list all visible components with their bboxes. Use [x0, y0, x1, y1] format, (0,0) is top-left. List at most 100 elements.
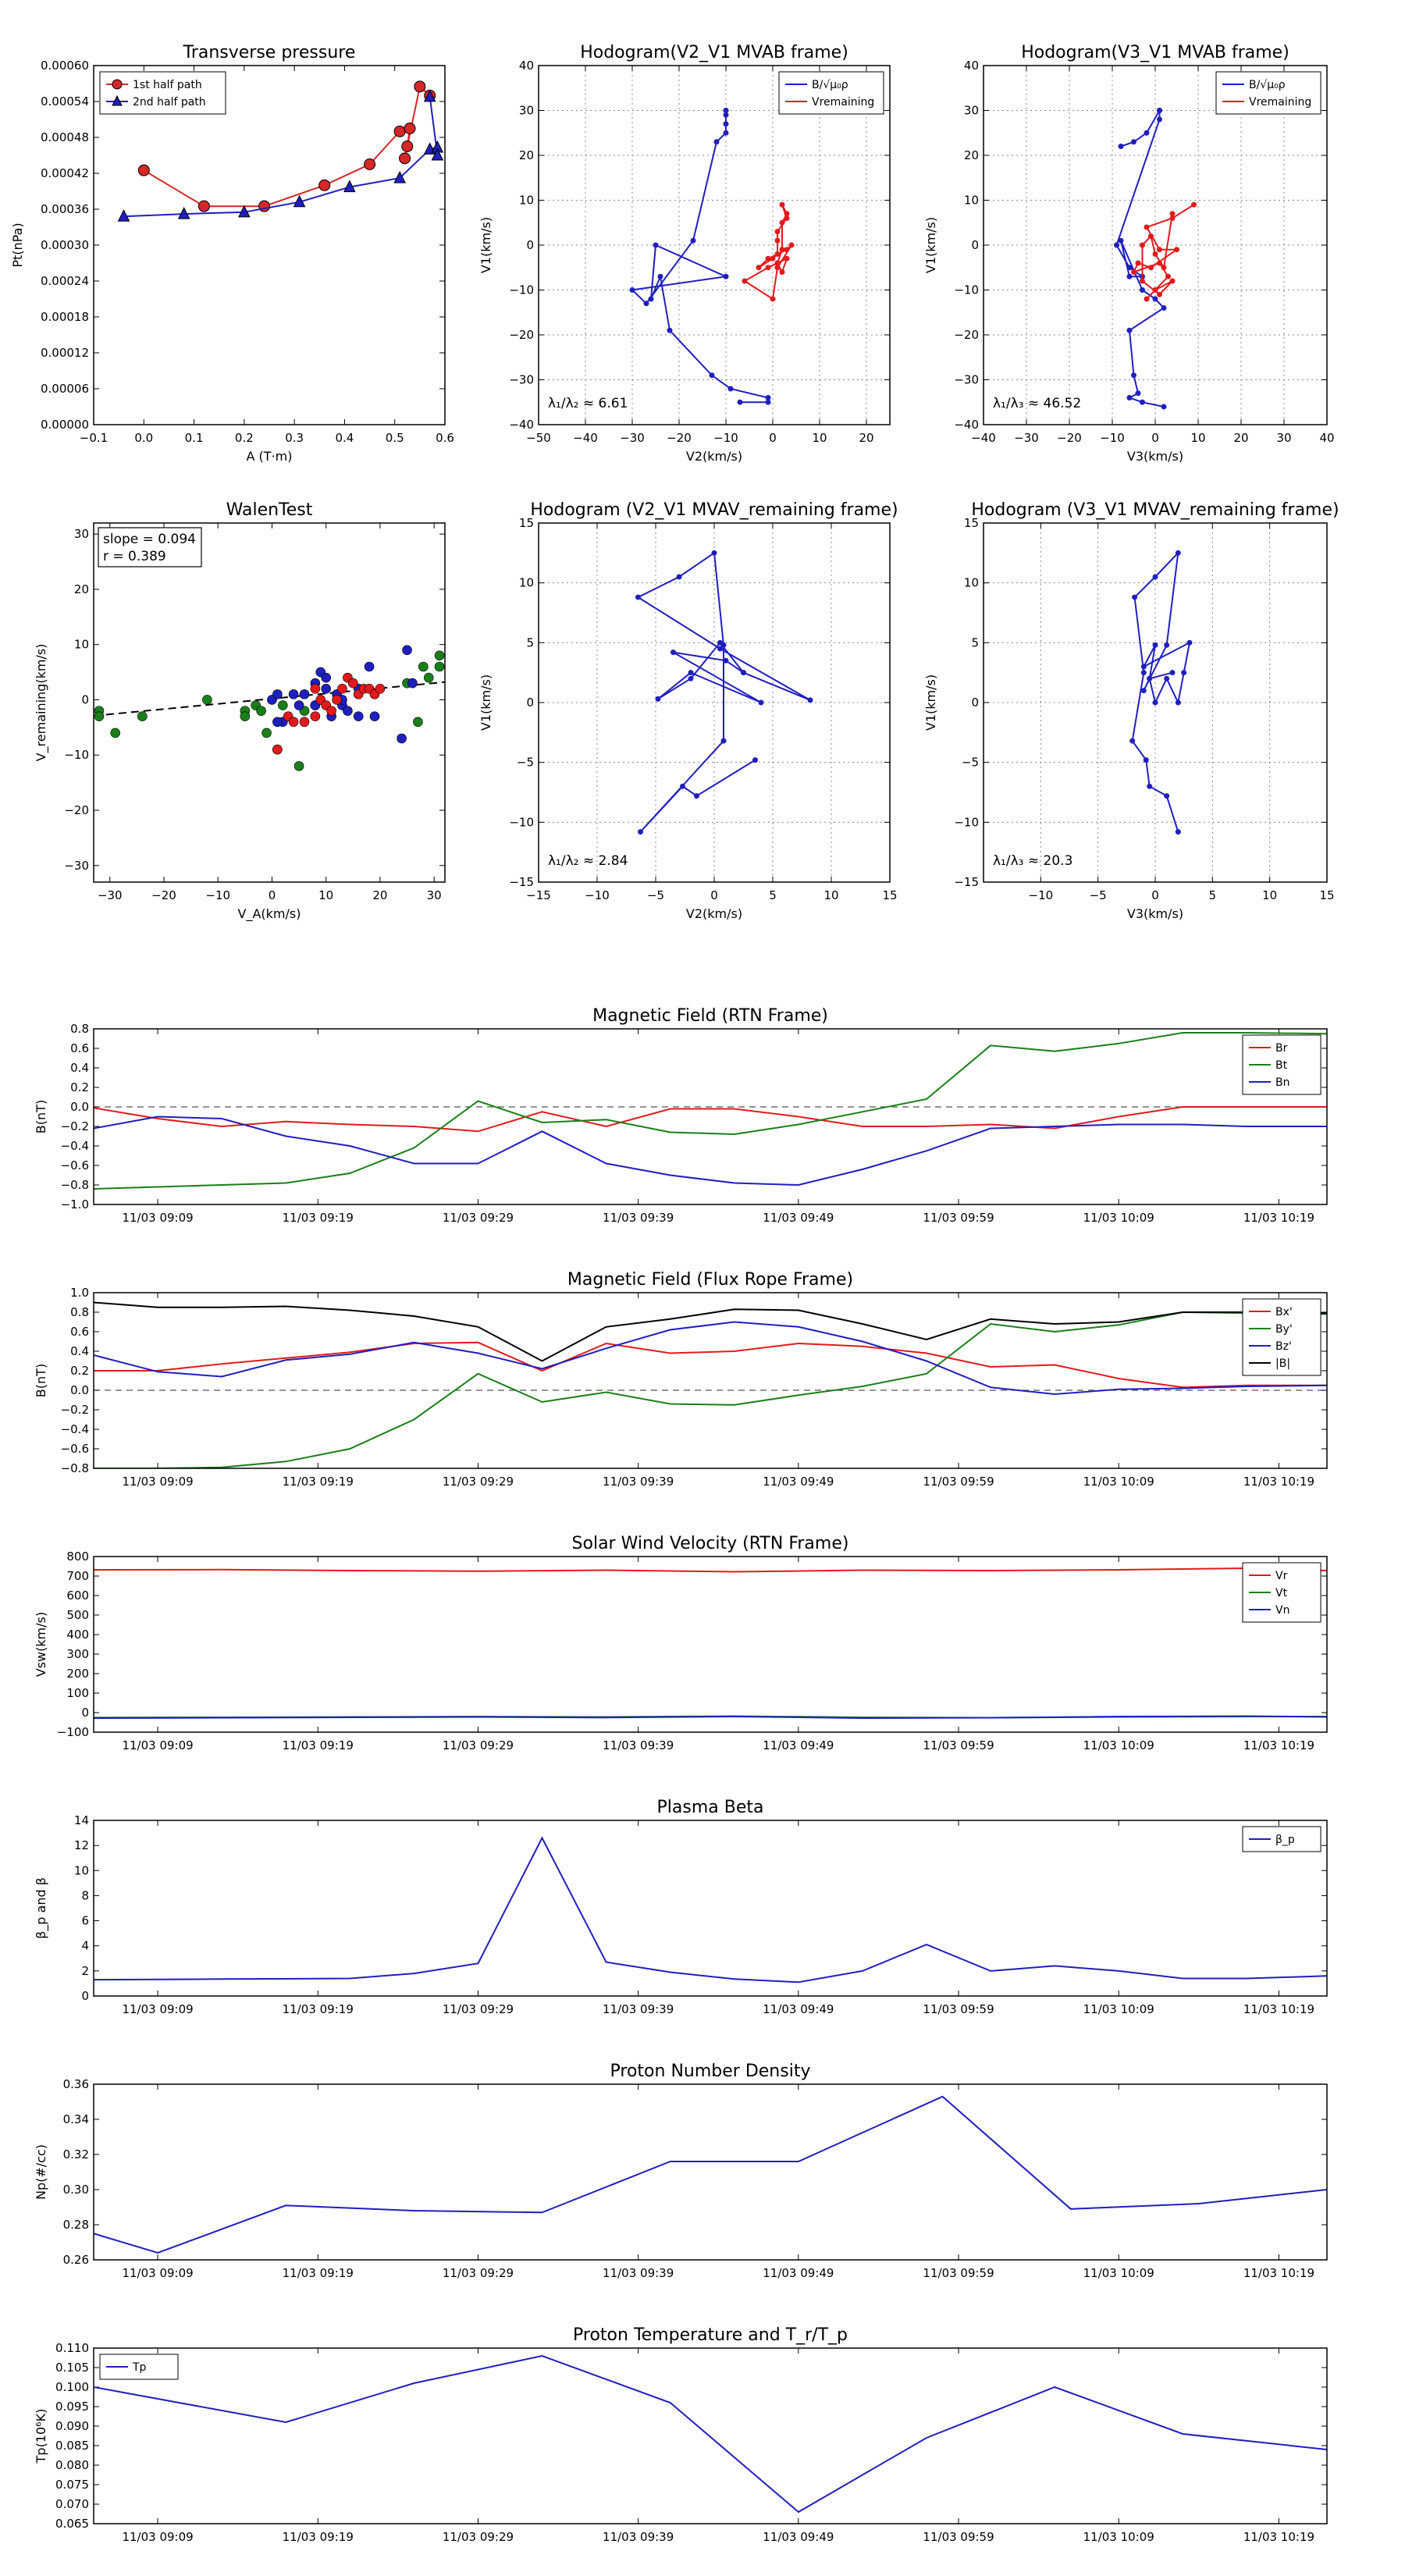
y-tick-label: 0.095 — [55, 2400, 89, 2414]
y-axis-label: Tp(10⁶K) — [34, 2409, 48, 2464]
data-point — [648, 296, 654, 302]
x-axis-label: V2(km/s) — [686, 906, 742, 921]
series-line-0 — [636, 551, 811, 833]
x-tick-label: 0.6 — [436, 431, 454, 445]
data-point — [1131, 269, 1136, 275]
y-tick-label: 0.8 — [70, 1305, 89, 1319]
y-tick-label: 10 — [519, 576, 534, 590]
y-axis-label: V1(km/s) — [478, 674, 493, 731]
data-point — [1126, 265, 1133, 271]
scatter-point — [288, 717, 299, 728]
data-point — [690, 237, 696, 244]
x-tick-label: −10 — [585, 888, 610, 902]
data-point — [694, 793, 699, 799]
chart-beta: 11/03 09:09 11/03 09:19 11/03 09:29 11/03 0… — [34, 1798, 1328, 2016]
chart-title: Hodogram (V3_V1 MVAV_remaining frame) — [971, 500, 1339, 520]
y-axis-label: β_p and β — [34, 1877, 49, 1939]
data-point — [1135, 390, 1141, 397]
data-point-circle — [318, 179, 331, 191]
scatter-point — [278, 700, 288, 710]
x-tick-label: 11/03 09:09 — [122, 2530, 193, 2544]
data-point — [643, 301, 649, 307]
data-point — [1152, 251, 1158, 257]
data-point — [1148, 265, 1154, 271]
data-point — [1157, 260, 1162, 266]
y-tick-label: 1.0 — [70, 1286, 89, 1300]
y-axis-label: V1(km/s) — [478, 217, 493, 273]
series-line-2 — [94, 1715, 1327, 1720]
y-tick-label: 0.4 — [70, 1344, 89, 1358]
axes-frame — [93, 1028, 1328, 1205]
chart-np: 11/03 09:09 11/03 09:19 11/03 09:29 11/03 0… — [34, 2062, 1328, 2280]
x-tick-label: 10 — [1262, 888, 1277, 902]
x-tick-label: 20 — [859, 431, 873, 445]
data-point — [638, 829, 643, 835]
y-axis-label: B(nT) — [34, 1100, 48, 1133]
data-point — [629, 287, 635, 293]
data-point — [717, 639, 723, 646]
data-point — [1164, 642, 1170, 648]
y-tick-label: 500 — [66, 1608, 89, 1622]
chart-bfield: 11/03 09:09 11/03 09:19 11/03 09:29 11/03 0… — [34, 1006, 1328, 1225]
y-tick-label: −5 — [517, 756, 534, 770]
y-tick-label: 0.090 — [55, 2419, 89, 2433]
scatter-point — [369, 711, 380, 721]
x-tick-label: −20 — [667, 431, 692, 445]
y-tick-label: 0 — [971, 238, 979, 252]
data-point — [1165, 273, 1171, 279]
axes-frame — [93, 2347, 1328, 2524]
y-tick-label: 30 — [74, 527, 89, 541]
scatter-point — [332, 695, 342, 705]
data-point — [1157, 247, 1162, 253]
legend-label: B/√μ₀ρ — [1249, 79, 1286, 91]
y-tick-label: 0.00048 — [41, 130, 89, 144]
scatter-point — [110, 728, 120, 738]
y-tick-label: −15 — [509, 875, 534, 889]
plot-area — [94, 2095, 1327, 2254]
data-point — [727, 386, 734, 392]
data-point — [1118, 237, 1124, 244]
legend-label: 2nd half path — [133, 96, 206, 109]
data-point — [784, 247, 790, 253]
y-tick-label: −10 — [954, 815, 979, 829]
scatter-point — [375, 684, 386, 694]
x-tick-label: −0.1 — [80, 431, 108, 445]
y-tick-label: 10 — [74, 638, 89, 652]
x-tick-label: 0.1 — [185, 431, 204, 445]
data-point — [758, 699, 764, 706]
data-point — [723, 121, 729, 127]
y-tick-label: 0.00018 — [41, 310, 89, 324]
data-point — [670, 649, 676, 656]
data-point — [1126, 273, 1133, 279]
y-tick-label: 0.0 — [70, 1383, 89, 1397]
scatter-point — [457, 662, 466, 671]
series-line-1 — [1132, 204, 1195, 300]
chart-walen: −30 −20 −10 0 10 20 30 −30 −20 −10 0 10 20 30 WalenTes… — [34, 500, 466, 922]
y-tick-label: 0.100 — [55, 2380, 89, 2394]
x-tick-label: −20 — [151, 888, 176, 902]
x-tick-label: 11/03 10:19 — [1243, 2530, 1314, 2544]
data-point — [779, 201, 785, 208]
scatter-point — [434, 650, 445, 661]
data-point — [709, 372, 715, 379]
x-tick-label: 11/03 09:49 — [763, 1475, 834, 1489]
x-tick-label: 11/03 10:19 — [1243, 1211, 1314, 1225]
x-tick-label: 0.5 — [386, 431, 404, 445]
data-point — [680, 783, 685, 789]
chart-title: Hodogram(V2_V1 MVAB frame) — [580, 43, 848, 62]
x-tick-label: 11/03 10:09 — [1083, 2002, 1154, 2016]
y-tick-label: 0.080 — [55, 2458, 89, 2472]
y-tick-label: 0 — [526, 238, 534, 252]
chart-title: WalenTest — [226, 500, 313, 520]
y-tick-label: 0.00000 — [41, 418, 89, 432]
x-tick-label: 11/03 09:39 — [603, 1738, 674, 1752]
chart-vsw: 11/03 09:09 11/03 09:19 11/03 09:29 11/03 0… — [34, 1534, 1328, 1752]
y-tick-label: 800 — [66, 1550, 89, 1564]
x-tick-label: 11/03 09:19 — [283, 2530, 354, 2544]
x-tick-label: 40 — [1319, 431, 1334, 445]
data-point — [1169, 670, 1176, 676]
data-point — [756, 265, 762, 271]
scatter-point — [272, 744, 283, 755]
data-point — [1144, 296, 1150, 302]
